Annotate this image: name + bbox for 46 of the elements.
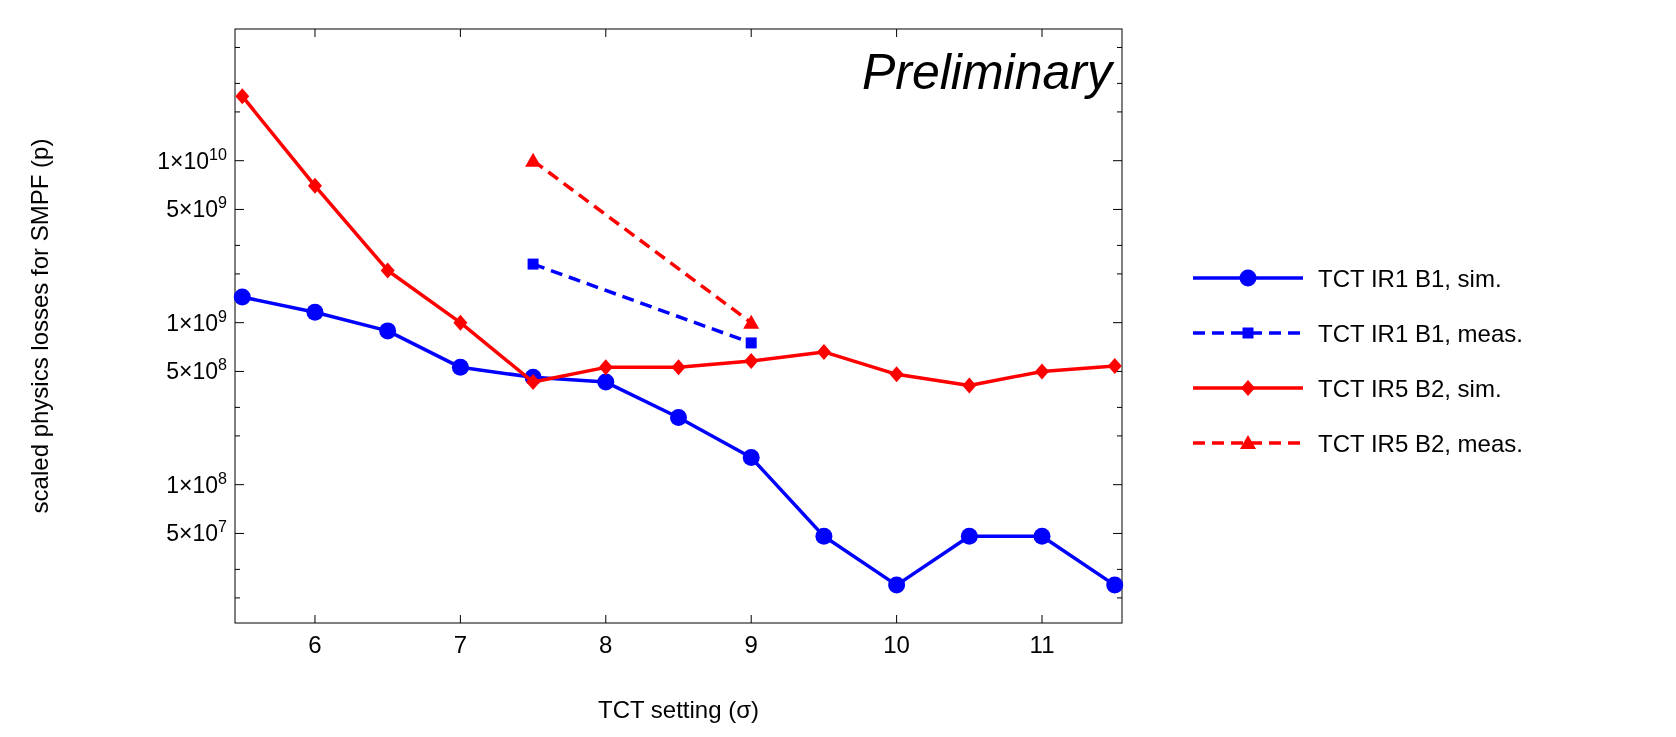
legend-label: TCT IR5 B2, meas. — [1318, 430, 1523, 457]
x-tick-label: 9 — [744, 631, 758, 658]
point — [306, 303, 324, 321]
y-tick-label: 5×10$^{9}$ — [166, 193, 228, 223]
point — [379, 322, 397, 340]
point — [235, 88, 250, 105]
point — [598, 359, 613, 376]
annotation: Preliminary — [861, 44, 1115, 100]
x-tick-label: 10 — [883, 631, 910, 658]
point — [1033, 527, 1051, 545]
y-tick-label: 1×10$^{8}$ — [166, 468, 228, 498]
x-tick-label: 11 — [1029, 631, 1055, 658]
point — [1107, 358, 1122, 375]
y-axis-title: scaled physics losses for SMPF (p) — [26, 138, 53, 514]
legend-label: TCT IR1 B1, meas. — [1318, 320, 1523, 347]
point — [962, 377, 977, 394]
y-tick-label: 1×10$^{10}$ — [157, 144, 228, 174]
point — [671, 359, 686, 376]
point — [815, 527, 833, 545]
x-tick-label: 7 — [453, 631, 468, 658]
point — [1106, 576, 1124, 594]
x-tick-label: 8 — [599, 631, 613, 658]
point — [670, 408, 687, 426]
y-tick-label: 5×10$^{8}$ — [166, 355, 228, 385]
x-axis-title: TCT setting (σ) — [597, 696, 760, 723]
point — [1035, 363, 1050, 380]
point — [816, 343, 831, 360]
point — [380, 262, 395, 279]
y-tick-label: 1×10$^{9}$ — [166, 306, 228, 336]
point — [888, 576, 906, 594]
point — [960, 527, 978, 545]
point — [742, 449, 760, 467]
point — [597, 373, 615, 391]
point — [451, 358, 469, 376]
x-tick-label: 6 — [308, 631, 322, 658]
y-tick-label: 5×10$^{7}$ — [166, 517, 228, 547]
legend-label: TCT IR1 B1, sim. — [1318, 265, 1502, 292]
legend-label: TCT IR5 B2, sim. — [1318, 375, 1502, 402]
point — [744, 353, 759, 370]
point — [889, 366, 904, 383]
point — [233, 288, 251, 306]
point — [453, 314, 468, 331]
point — [526, 374, 541, 391]
point — [745, 337, 757, 349]
point — [307, 177, 322, 194]
point — [527, 258, 539, 270]
